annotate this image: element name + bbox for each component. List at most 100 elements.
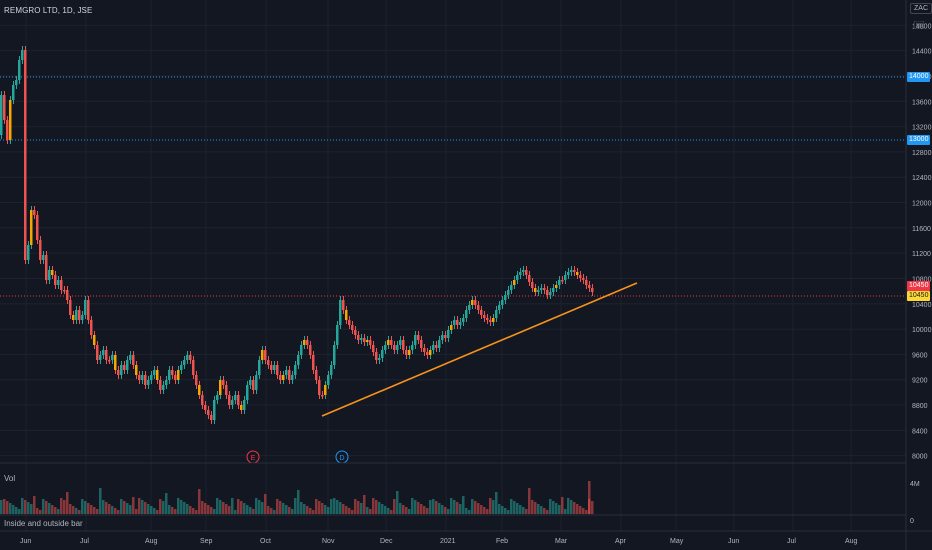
candle-body bbox=[528, 275, 531, 282]
volume-bar bbox=[30, 504, 33, 514]
price-tag-upper-level[interactable]: 14000 bbox=[907, 72, 931, 82]
candle-body bbox=[408, 350, 411, 355]
candle-body bbox=[141, 375, 144, 380]
y-tick-label: 12400 bbox=[912, 175, 932, 182]
event-marker-e[interactable]: E bbox=[246, 450, 260, 464]
volume-bar bbox=[399, 503, 402, 514]
volume-bar bbox=[36, 508, 39, 514]
volume-bar bbox=[333, 498, 336, 514]
volume-bar bbox=[582, 508, 585, 514]
candle-body bbox=[468, 305, 471, 310]
candle-body bbox=[567, 272, 570, 275]
candle-body bbox=[351, 325, 354, 330]
candle-body bbox=[66, 290, 69, 300]
volume-bar bbox=[531, 500, 534, 514]
volume-bar bbox=[120, 499, 123, 514]
volume-bar bbox=[510, 499, 513, 514]
candle-body bbox=[498, 305, 501, 310]
volume-bar bbox=[48, 503, 51, 514]
candle-body bbox=[381, 350, 384, 358]
volume-bar bbox=[375, 500, 378, 514]
volume-bar bbox=[390, 510, 393, 514]
y-tick-label: 10000 bbox=[912, 327, 932, 334]
candle-body bbox=[72, 315, 75, 320]
volume-bar bbox=[429, 500, 432, 514]
candle-body bbox=[195, 375, 198, 385]
volume-bar bbox=[72, 506, 75, 514]
volume-bar bbox=[105, 502, 108, 514]
candle-body bbox=[126, 360, 129, 370]
volume-bar bbox=[33, 496, 36, 514]
candle-body bbox=[402, 340, 405, 350]
event-marker-d[interactable]: D bbox=[335, 450, 349, 464]
volume-bar bbox=[162, 501, 165, 514]
volume-bar bbox=[117, 510, 120, 514]
candle-body bbox=[495, 310, 498, 318]
candle-body bbox=[312, 355, 315, 370]
volume-bar bbox=[528, 488, 531, 514]
candle-body bbox=[357, 335, 360, 340]
volume-bar bbox=[393, 499, 396, 514]
candle-body bbox=[462, 318, 465, 322]
volume-bar bbox=[507, 510, 510, 514]
volume-bar bbox=[369, 509, 372, 514]
volume-bar bbox=[129, 505, 132, 514]
candle-body bbox=[240, 405, 243, 410]
volume-bar bbox=[183, 502, 186, 514]
candle-body bbox=[300, 345, 303, 355]
volume-bar bbox=[168, 505, 171, 514]
volume-bar bbox=[402, 505, 405, 514]
volume-bar bbox=[543, 508, 546, 514]
candle-body bbox=[561, 280, 564, 282]
volume-bar bbox=[426, 508, 429, 514]
price-tag-red-level[interactable]: 10450 bbox=[907, 281, 931, 291]
candle-body bbox=[552, 288, 555, 292]
volume-bar bbox=[471, 499, 474, 514]
volume-bar bbox=[357, 501, 360, 514]
candle-body bbox=[369, 340, 372, 345]
candle-body bbox=[363, 338, 366, 342]
candle-body bbox=[213, 400, 216, 420]
volume-bar bbox=[99, 488, 102, 514]
price-tag-lower-level[interactable]: 13000 bbox=[907, 135, 931, 145]
candle-body bbox=[201, 395, 204, 405]
volume-bar bbox=[246, 505, 249, 514]
volume-bar bbox=[342, 504, 345, 514]
volume-bar bbox=[441, 505, 444, 514]
volume-bar bbox=[171, 507, 174, 514]
volume-bar bbox=[18, 509, 21, 514]
candle-body bbox=[507, 290, 510, 295]
candle-body bbox=[516, 275, 519, 280]
candle-body bbox=[342, 300, 345, 310]
candle-body bbox=[177, 370, 180, 380]
volume-bar bbox=[444, 507, 447, 514]
candle-body bbox=[465, 310, 468, 318]
candle-body bbox=[0, 95, 3, 135]
volume-bar bbox=[54, 507, 57, 514]
volume-bar bbox=[147, 504, 150, 514]
symbol-title[interactable]: REMGRO LTD, 1D, JSE bbox=[4, 6, 93, 15]
candle-body bbox=[324, 385, 327, 395]
volume-bar bbox=[27, 502, 30, 514]
volume-bar bbox=[567, 498, 570, 514]
volume-bar bbox=[216, 498, 219, 514]
candle-body bbox=[453, 320, 456, 325]
candle-body bbox=[582, 278, 585, 280]
candle-body bbox=[39, 240, 42, 260]
volume-bar bbox=[438, 503, 441, 514]
volume-bar bbox=[159, 499, 162, 514]
volume-bar bbox=[423, 506, 426, 514]
currency-badge[interactable]: ZAC bbox=[910, 3, 932, 14]
volume-bar bbox=[537, 504, 540, 514]
candle-body bbox=[306, 340, 309, 345]
candle-body bbox=[549, 292, 552, 295]
candle-body bbox=[522, 270, 525, 272]
candle-body bbox=[354, 330, 357, 335]
settings-icon[interactable] bbox=[913, 16, 925, 30]
price-tag-current[interactable]: 10450 bbox=[907, 291, 931, 301]
volume-bar bbox=[480, 505, 483, 514]
candle-body bbox=[93, 335, 96, 345]
candle-body bbox=[159, 380, 162, 390]
price-axis: 1480014400140001360013200128001240012000… bbox=[912, 23, 932, 460]
